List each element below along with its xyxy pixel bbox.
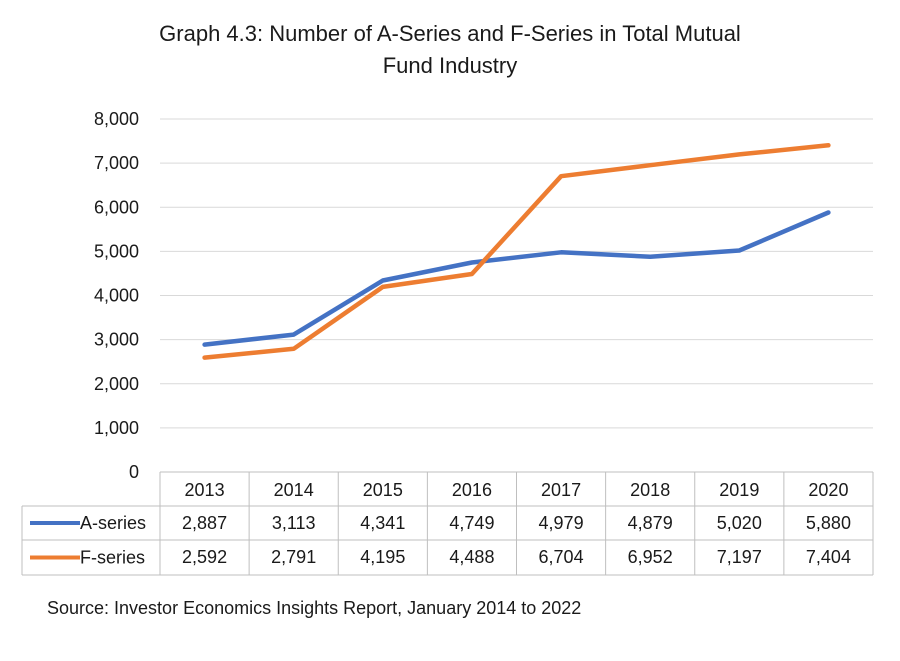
x-category-label: 2013 bbox=[185, 480, 225, 500]
table-cell-value: 7,404 bbox=[806, 547, 851, 567]
y-tick-label: 2,000 bbox=[94, 374, 139, 394]
x-category-label: 2019 bbox=[719, 480, 759, 500]
y-tick-label: 0 bbox=[129, 462, 139, 482]
y-tick-label: 8,000 bbox=[94, 109, 139, 129]
table-cell-value: 7,197 bbox=[717, 547, 762, 567]
table-cell-value: 4,979 bbox=[539, 513, 584, 533]
series-line-a-series bbox=[202, 210, 831, 347]
data-table: 2013 2014 2015 2016 2017 2018 2019 2020 A-series… bbox=[21, 471, 874, 576]
table-cell-value: 4,341 bbox=[360, 513, 405, 533]
table-cell-value: 4,488 bbox=[449, 547, 494, 567]
series-line-f-series bbox=[202, 143, 831, 360]
chart-title-line-2: Fund Industry bbox=[383, 53, 518, 78]
x-category-label: 2018 bbox=[630, 480, 670, 500]
y-tick-label: 3,000 bbox=[94, 330, 139, 350]
x-category-label: 2017 bbox=[541, 480, 581, 500]
table-cell-value: 3,113 bbox=[272, 513, 316, 533]
source-note: Source: Investor Economics Insights Repo… bbox=[47, 598, 581, 618]
legend-label-a-series: A-series bbox=[80, 513, 146, 533]
table-cell-value: 4,749 bbox=[449, 513, 494, 533]
table-cell-value: 2,887 bbox=[182, 513, 227, 533]
table-cell-value: 5,020 bbox=[717, 513, 762, 533]
y-tick-label: 4,000 bbox=[94, 286, 139, 306]
y-tick-label: 1,000 bbox=[94, 418, 139, 438]
table-cell-value: 2,791 bbox=[271, 547, 316, 567]
x-category-label: 2016 bbox=[452, 480, 492, 500]
x-category-label: 2014 bbox=[274, 480, 314, 500]
y-tick-label: 6,000 bbox=[94, 197, 139, 217]
gridlines bbox=[160, 118, 873, 429]
table-cell-value: 2,592 bbox=[182, 547, 227, 567]
x-category-label: 2015 bbox=[363, 480, 403, 500]
chart-title-line-1: Graph 4.3: Number of A-Series and F-Seri… bbox=[159, 21, 741, 46]
table-cell-value: 4,879 bbox=[628, 513, 673, 533]
table-cell-value: 5,880 bbox=[806, 513, 851, 533]
y-axis: 0 1,000 2,000 3,000 4,000 5,000 6,000 7,000 8,00… bbox=[94, 109, 139, 482]
y-tick-label: 5,000 bbox=[94, 241, 139, 261]
table-cell-value: 6,952 bbox=[628, 547, 673, 567]
table-cell-value: 6,704 bbox=[539, 547, 584, 567]
x-category-label: 2020 bbox=[808, 480, 848, 500]
legend-label-f-series: F-series bbox=[80, 548, 145, 568]
y-tick-label: 7,000 bbox=[94, 153, 139, 173]
table-cell-value: 4,195 bbox=[360, 547, 405, 567]
series-lines bbox=[202, 143, 831, 360]
